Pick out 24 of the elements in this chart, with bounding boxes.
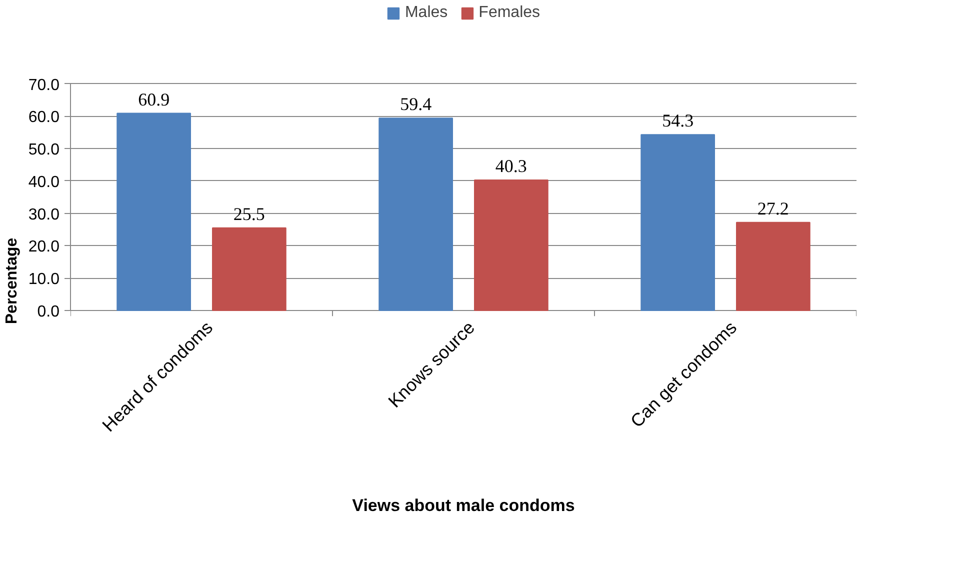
data-label: 25.5	[233, 204, 265, 224]
bar	[212, 227, 286, 311]
bar	[736, 222, 810, 311]
y-tick-label: 40.0	[28, 174, 60, 191]
data-label: 59.4	[400, 94, 432, 114]
bar	[640, 134, 715, 311]
y-tick-label: 50.0	[28, 142, 60, 159]
y-tick-label: 0.0	[37, 303, 60, 320]
y-tick-label: 60.0	[28, 109, 60, 126]
data-label: 60.9	[138, 89, 170, 110]
legend-label: Females	[478, 4, 540, 22]
data-label: 40.3	[495, 156, 527, 176]
y-tick-label: 30.0	[28, 206, 60, 224]
legend-label: Males	[404, 4, 448, 22]
bar	[474, 179, 548, 311]
y-tick-label: 10.0	[28, 271, 60, 288]
y-axis-title: Percentage	[3, 238, 20, 324]
bar	[378, 118, 453, 311]
bar	[116, 112, 191, 311]
y-tick-label: 20.0	[28, 238, 60, 256]
data-label: 27.2	[757, 198, 789, 218]
y-tick-label: 70.0	[28, 76, 60, 94]
x-axis-title: Views about male condoms	[352, 496, 575, 515]
data-label: 54.3	[662, 110, 694, 131]
